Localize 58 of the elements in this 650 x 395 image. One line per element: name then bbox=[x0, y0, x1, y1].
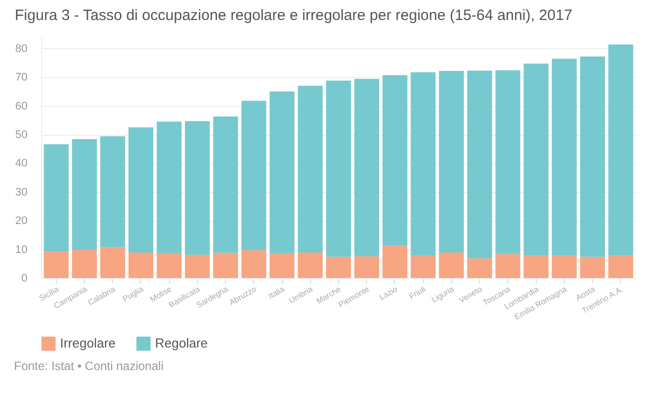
bar bbox=[326, 80, 351, 257]
bar bbox=[298, 252, 323, 278]
bar bbox=[552, 58, 577, 256]
bar bbox=[100, 247, 126, 278]
chart-title: Figura 3 - Tasso di occupazione regolare e irregolare per regione (15-64 anni), 2017 bbox=[14, 7, 572, 24]
bar bbox=[580, 56, 605, 257]
bar bbox=[524, 64, 548, 256]
bar bbox=[270, 92, 294, 254]
bar bbox=[438, 252, 464, 278]
bar bbox=[382, 246, 408, 278]
bar bbox=[213, 252, 238, 278]
x-tick-label: Lazio bbox=[378, 284, 400, 302]
bar bbox=[72, 250, 97, 278]
bar bbox=[326, 256, 351, 278]
bar bbox=[608, 255, 634, 278]
y-tick-label: 20 bbox=[15, 215, 28, 228]
bar bbox=[128, 127, 154, 252]
bar bbox=[580, 256, 605, 278]
bar bbox=[241, 100, 266, 250]
bar bbox=[44, 144, 69, 252]
bar bbox=[156, 253, 182, 278]
bar bbox=[100, 136, 126, 248]
y-tick-label: 0 bbox=[21, 272, 28, 284]
bar bbox=[467, 258, 492, 278]
bar bbox=[72, 139, 97, 250]
legend-label: Irregolare bbox=[60, 336, 116, 351]
bar bbox=[354, 256, 380, 278]
bar bbox=[241, 250, 266, 278]
bar bbox=[213, 116, 238, 253]
bar bbox=[184, 254, 210, 278]
y-tick-label: 40 bbox=[15, 158, 28, 170]
y-tick-label: 50 bbox=[15, 129, 28, 142]
bar bbox=[270, 253, 294, 278]
y-tick-label: 10 bbox=[15, 244, 28, 256]
x-tick-label: Italia bbox=[266, 284, 287, 301]
bar bbox=[44, 252, 69, 278]
legend-label: Regolare bbox=[155, 336, 208, 351]
bar bbox=[410, 256, 436, 278]
bar bbox=[128, 252, 154, 278]
bar bbox=[438, 70, 464, 252]
bar bbox=[552, 255, 577, 278]
bar bbox=[524, 255, 548, 278]
y-tick-label: 70 bbox=[15, 72, 28, 84]
bar bbox=[184, 121, 210, 255]
bar bbox=[495, 70, 520, 254]
bar bbox=[382, 75, 408, 246]
bar bbox=[410, 72, 436, 256]
y-tick-label: 80 bbox=[15, 42, 28, 55]
bar bbox=[354, 78, 380, 256]
y-tick-label: 30 bbox=[15, 186, 28, 198]
bar bbox=[298, 86, 323, 252]
bar bbox=[608, 44, 634, 256]
source-note: Fonte: Istat • Conti nazionali bbox=[13, 358, 165, 373]
y-tick-label: 60 bbox=[15, 100, 28, 112]
x-tick-label: Friuli bbox=[408, 284, 428, 302]
bar bbox=[467, 70, 492, 258]
bar bbox=[156, 122, 182, 254]
bar bbox=[495, 254, 520, 278]
